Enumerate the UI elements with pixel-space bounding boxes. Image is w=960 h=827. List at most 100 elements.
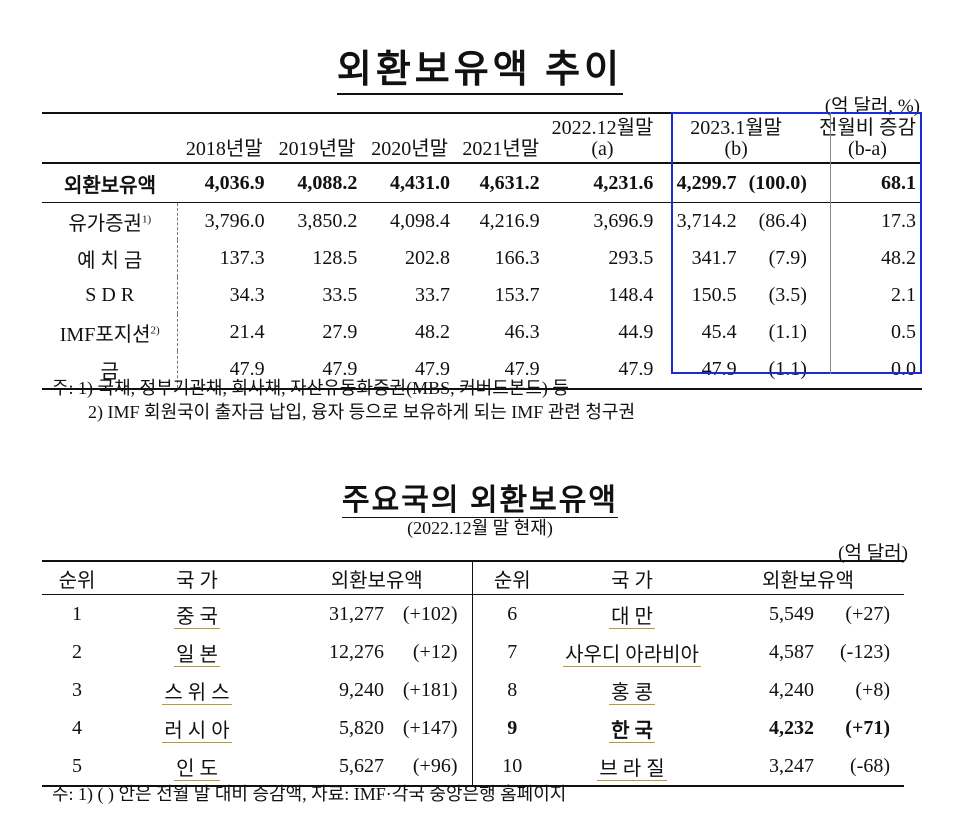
header-jan2023: 2023.1월말 (b) — [690, 117, 783, 160]
country-row: 1 중 국 31,277 (+102) 6 대 만 5,549 (+27) — [42, 594, 904, 633]
right-rank: 8 — [471, 671, 552, 709]
left-amount: 12,276 — [329, 640, 384, 663]
cell-share: (3.5) — [768, 284, 807, 306]
component-row: 유가증권1) 3,796.0 3,850.2 4,098.4 4,216.9 3,696.… — [42, 202, 922, 240]
left-amount: 5,820 — [339, 716, 384, 739]
component-row: 예 치 금 137.3 128.5 202.8 166.3 293.5 341.7 (7.9)… — [42, 240, 922, 277]
cell-v2018: 34.3 — [177, 277, 271, 314]
header-change: 전월비 증감 (b-a) — [818, 117, 916, 160]
left-amount: 31,277 — [329, 602, 384, 625]
left-country: 러 시 아 — [162, 719, 232, 743]
major-countries-table: 순위 국 가 외환보유액 순위 국 가 외환보유액 1 중 국 31,277 (+10… — [42, 560, 904, 787]
cell-v2018: 21.4 — [177, 314, 271, 351]
cell-change: 68.1 — [812, 163, 922, 203]
right-change: (-68) — [822, 747, 904, 787]
cell-v2021: 47.9 — [456, 351, 546, 390]
cell-change: 0.0 — [812, 351, 922, 390]
cell-v2020: 202.8 — [405, 247, 451, 269]
cell-v2019: 4,088.2 — [270, 163, 364, 203]
right-amount: 5,549 — [769, 602, 814, 625]
cell-v2018: 4,036.9 — [177, 163, 271, 203]
header-blank — [42, 113, 178, 163]
header-reserves-left: 외환보유액 — [282, 560, 472, 595]
left-amount: 5,627 — [282, 747, 392, 787]
header-dec2022: 2022.12월말 (a) — [551, 117, 654, 160]
footnote-1: 주: 1) 국채, 정부기관채, 회사채, 자산유동화증권(MBS, 커버드본드… — [52, 378, 569, 398]
reserves-trend-table: 2018년말 2019년말 2020년말 2021년말 2022.12월말 (a)… — [42, 112, 922, 390]
cell-share: (1.1) — [742, 351, 813, 390]
row-label: 유가증권1) — [68, 213, 152, 235]
right-country: 브 라 질 — [552, 747, 712, 787]
cell-v2018: 137.3 — [177, 240, 271, 277]
left-change: (+12) — [412, 640, 458, 663]
table2-header-row: 순위 국 가 외환보유액 순위 국 가 외환보유액 — [42, 560, 904, 595]
page-title: 외환보유액 추이 — [0, 38, 960, 95]
cell-jan2023: 45.4 — [701, 321, 737, 343]
cell-v2019: 47.9 — [270, 351, 364, 390]
cell-v2020: 4,431.0 — [363, 163, 457, 203]
cell-change: 48.2 — [881, 247, 916, 269]
cell-v2020: 48.2 — [415, 321, 451, 343]
cell-share: (86.4) — [758, 210, 807, 232]
country-row: 2 일 본 12,276 (+12) 7 사우디 아라비아 4,587 (-123) — [42, 633, 904, 671]
left-rank: 5 — [42, 747, 112, 787]
table1-header-row: 2018년말 2019년말 2020년말 2021년말 2022.12월말 (a)… — [42, 113, 922, 163]
component-row: 금 47.9 47.9 47.9 47.9 47.9 47.9 (1.1) 0.0 — [42, 351, 922, 390]
section-title-major-countries: 주요국의 외환보유액 — [342, 484, 618, 518]
country-row: 3 스 위 스 9,240 (+181) 8 홍 콩 4,240 (+8) — [42, 671, 904, 709]
right-amount: 3,247 — [712, 747, 822, 787]
left-rank: 1 — [72, 602, 82, 625]
footnote-2: 2) IMF 회원국이 출자금 납입, 융자 등으로 보유하게 되는 IMF 관… — [88, 402, 636, 422]
cell-v2020: 33.7 — [415, 284, 451, 306]
right-change: (+27) — [845, 602, 890, 625]
cell-v2019: 33.5 — [322, 284, 358, 306]
row-label: 예 치 금 — [77, 250, 143, 272]
header-country-left: 국 가 — [112, 560, 282, 595]
right-country: 홍 콩 — [609, 681, 655, 705]
cell-share: (7.9) — [768, 247, 807, 269]
right-change: (-123) — [840, 640, 890, 663]
component-row: S D R 34.3 33.5 33.7 153.7 148.4 150.5 (3.5) 2.1 — [42, 277, 922, 314]
right-rank: 10 — [471, 747, 552, 787]
header-country-right: 국 가 — [552, 560, 712, 595]
header-2020: 2020년말 — [371, 138, 449, 160]
cell-v2021: 4,631.2 — [456, 163, 546, 203]
cell-dec2022: 293.5 — [608, 247, 654, 269]
cell-jan2023: 150.5 — [691, 284, 737, 306]
cell-jan2023: 3,714.2 — [676, 210, 737, 232]
right-rank: 6 — [471, 594, 552, 633]
cell-share: (100.0) — [742, 163, 813, 203]
left-country: 일 본 — [174, 643, 220, 667]
footnote-table2: 주: 1) ( ) 안은 전월 말 대비 증감액, 자료: IMF·각국 중앙은… — [52, 784, 567, 804]
right-country: 대 만 — [609, 605, 655, 629]
header-2019: 2019년말 — [278, 138, 356, 160]
right-rank: 7 — [471, 633, 552, 671]
left-rank: 3 — [72, 678, 82, 701]
header-reserves-right: 외환보유액 — [712, 560, 904, 595]
cell-v2019: 27.9 — [322, 321, 358, 343]
cell-v2020: 4,098.4 — [390, 210, 451, 232]
cell-change: 2.1 — [891, 284, 916, 306]
cell-dec2022: 3,696.9 — [593, 210, 654, 232]
left-amount: 9,240 — [339, 678, 384, 701]
cell-v2019: 128.5 — [312, 247, 358, 269]
left-change: (+181) — [402, 678, 458, 701]
left-country: 인 도 — [112, 747, 282, 787]
right-amount: 4,232 — [769, 716, 814, 739]
change-column-separator — [830, 112, 831, 374]
cell-v2021: 46.3 — [504, 321, 540, 343]
component-row: IMF포지션2) 21.4 27.9 48.2 46.3 44.9 45.4 (1.1) 0.5 — [42, 314, 922, 351]
cell-jan2023: 4,299.7 — [659, 163, 743, 203]
section-subtitle-date: (2022.12월 말 현재) — [407, 518, 553, 538]
right-country: 한 국 — [609, 719, 655, 743]
cell-v2018: 3,796.0 — [177, 202, 271, 240]
total-row: 외환보유액 4,036.9 4,088.2 4,431.0 4,631.2 4,231.6… — [42, 163, 922, 203]
left-country: 중 국 — [174, 605, 220, 629]
left-rank: 4 — [72, 716, 82, 739]
right-change: (+71) — [845, 716, 890, 739]
left-rank: 2 — [72, 640, 82, 663]
cell-v2019: 3,850.2 — [297, 210, 358, 232]
right-country: 사우디 아라비아 — [563, 643, 701, 667]
right-amount: 4,240 — [769, 678, 814, 701]
